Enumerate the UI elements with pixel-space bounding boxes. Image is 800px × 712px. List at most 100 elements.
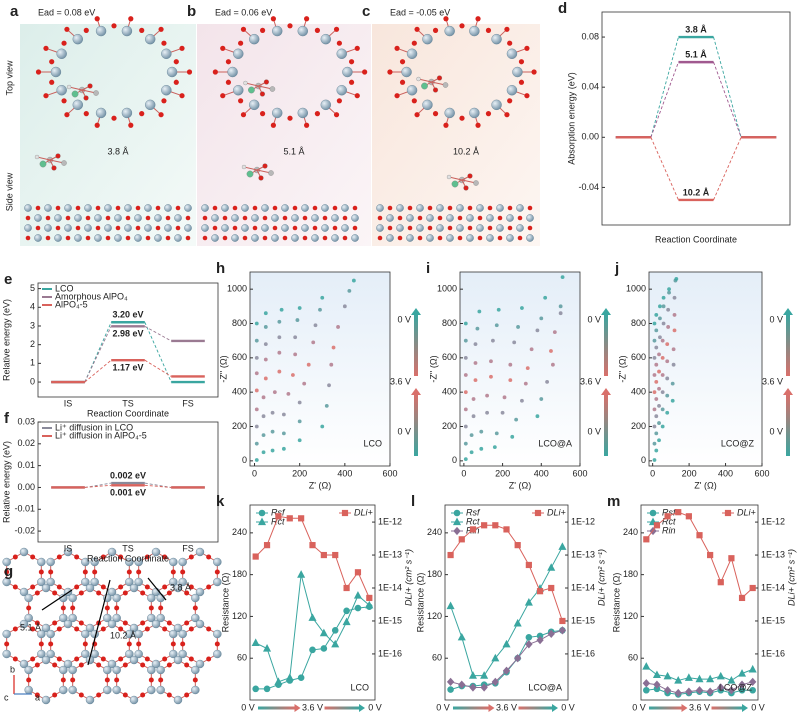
oxygen-atom [173,59,179,65]
atom [112,613,121,623]
oxygen-atom [304,16,310,22]
oxygen-atom [145,215,151,221]
plot-frame [37,282,219,398]
atom [81,557,90,567]
data-point [671,347,676,352]
series-line [450,546,563,677]
atom [44,224,52,232]
molecule-atom [416,76,421,82]
atom [233,48,244,59]
atom [134,629,143,639]
data-point [660,338,665,343]
marker [354,604,362,612]
molecule-atom [259,91,265,97]
atom [491,33,502,45]
legend-label: Rct [466,516,480,526]
legend-marker [341,509,349,517]
y-tick-label: 1 [30,358,35,368]
voltage-label: 0 V [587,426,601,436]
oxygen-atom [52,620,58,626]
data-point [463,355,468,360]
data-point [263,325,268,329]
data-point [661,321,666,326]
connector [144,359,172,377]
connector [84,484,112,488]
data-point [295,318,300,322]
oxygen-atom [56,554,62,560]
oxygen-atom [487,205,493,211]
data-point [652,355,657,360]
data-point [657,421,661,425]
marker [480,683,488,692]
x-marker-label: 3.6 V [689,702,710,712]
oxygen-atom [148,605,154,611]
atom [169,557,178,567]
oxygen-atom [387,205,393,211]
atom [342,66,353,78]
oxygen-atom [85,215,91,221]
x-tick-label: 200 [495,468,510,478]
y-tick-label: 1E-14 [378,582,402,592]
data-point [520,398,524,403]
oxygen-atom [65,235,71,241]
y-tick-label: 1000 [626,284,646,294]
atom [37,649,46,659]
atom [486,214,494,222]
data-point [665,359,670,364]
oxygen-atom [34,590,40,596]
oxygen-atom [94,122,100,128]
atom [24,613,33,623]
y-axis-label: -Z'' (Ω) [428,355,438,382]
y-axis-label: Resistance (Ω) [611,573,621,633]
marker [491,677,499,687]
data-point [551,362,555,367]
data-point [471,397,476,401]
atom [124,204,132,212]
marker [738,669,747,677]
oxygen-atom [517,235,523,241]
marker [547,563,556,571]
arrow-head [601,308,611,315]
oxygen-atom [192,605,198,611]
x-tick-label: 600 [754,468,769,478]
atom [466,214,474,222]
oxygen-atom [259,111,266,117]
data-point [667,290,671,295]
oxygen-atom [45,235,51,241]
data-point [652,458,657,462]
oxygen-atom [128,16,134,22]
marker [274,677,283,685]
data-point [500,410,505,415]
y-tick-label: 600 [232,352,247,362]
data-point [254,441,259,446]
atom [469,25,480,37]
data-point [329,362,334,367]
y-tick-label: 120 [623,611,638,621]
legend-label: Rsf [662,507,677,517]
oxygen-atom [179,45,185,51]
marker [298,515,305,522]
oxygen-atom [175,225,181,231]
oxygen-atom [100,626,106,632]
y-tick-label: 1000 [437,284,457,294]
molecule-atom [34,154,40,160]
marker [492,522,499,529]
oxygen-atom [122,662,128,668]
oxygen-atom [302,235,308,241]
atom [84,204,92,212]
data-point [658,335,662,340]
legend-label: Amorphous AlPO₄ [55,291,128,301]
atom [147,685,156,695]
y-tick-label: 600 [442,352,457,362]
data-point [320,295,325,300]
data-point [661,295,666,300]
atom [406,234,414,242]
marker [342,617,351,626]
oxygen-atom [186,69,193,75]
energy-title: Ead = -0.05 eV [390,7,450,17]
molecule-atom [269,86,276,92]
y2-axis-label: DLi+ (cm² s⁻¹) [403,549,413,606]
x-tick-label: 0 [252,468,257,478]
oxygen-atom [43,93,49,99]
marker [558,542,567,550]
